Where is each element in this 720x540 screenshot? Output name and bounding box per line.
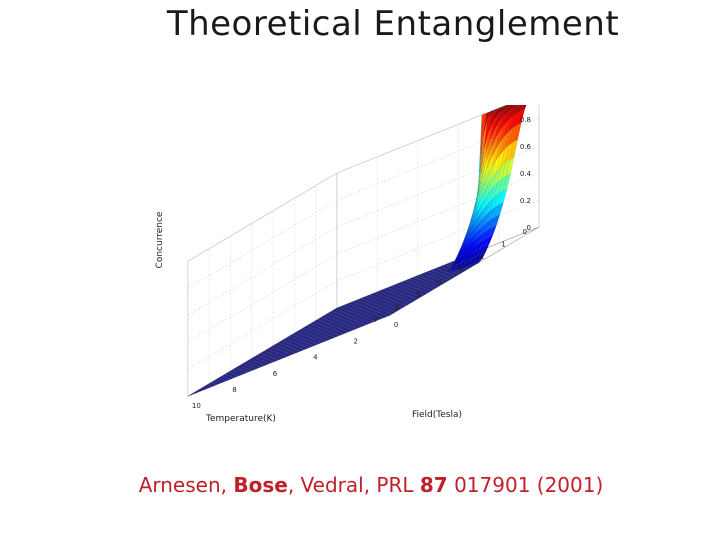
z-tick-label: 0.6 bbox=[520, 143, 532, 151]
y-tick-label: 0 bbox=[394, 321, 398, 329]
surface-patch bbox=[187, 392, 196, 397]
grid-line bbox=[187, 118, 540, 289]
z-tick-label: 0.4 bbox=[520, 170, 532, 178]
x-axis-label: Temperature(K) bbox=[205, 414, 276, 424]
x-tick-label: 7 bbox=[373, 316, 377, 324]
z-tick-label: 0 bbox=[527, 224, 531, 232]
z-axis-label: Concurrence bbox=[155, 211, 165, 268]
x-tick-label: 3 bbox=[459, 266, 463, 274]
x-tick-label: 2 bbox=[480, 253, 484, 261]
grid-line bbox=[187, 145, 540, 316]
surface-plot-svg: 00.20.40.60.81012345670246810 Concurrenc… bbox=[155, 89, 540, 424]
citation-authors-start: Arnesen, bbox=[138, 473, 234, 497]
z-tick-label: 0.8 bbox=[520, 116, 531, 124]
y-tick-label: 10 bbox=[192, 402, 201, 410]
citation-article: 017901 (2001) bbox=[447, 473, 604, 497]
citation: Arnesen, Bose, Vedral, PRL 87 017901 (20… bbox=[0, 473, 720, 497]
citation-volume: 87 bbox=[419, 473, 448, 497]
y-axis-label: Field(Tesla) bbox=[412, 410, 462, 420]
y-tick-label: 8 bbox=[232, 386, 236, 394]
surface-mesh bbox=[187, 91, 540, 397]
grid-line bbox=[187, 172, 540, 343]
grid-line bbox=[187, 91, 540, 262]
z-tick-label: 0.2 bbox=[520, 197, 531, 205]
x-tick-label: 5 bbox=[416, 291, 420, 299]
grid-line bbox=[187, 199, 540, 370]
slide-title: Theoretical Entanglement bbox=[166, 4, 620, 44]
x-tick-label: 6 bbox=[395, 304, 400, 312]
y-tick-label: 4 bbox=[313, 354, 318, 362]
x-tick-label: 1 bbox=[501, 241, 505, 249]
surface-plot: 00.20.40.60.81012345670246810 Concurrenc… bbox=[140, 89, 580, 435]
y-tick-label: 6 bbox=[273, 370, 278, 378]
x-tick-label: 0 bbox=[523, 228, 527, 236]
x-tick-label: 4 bbox=[437, 278, 442, 286]
y-tick-label: 2 bbox=[354, 337, 358, 345]
citation-journal: , Vedral, PRL bbox=[287, 473, 420, 497]
citation-author-bose: Bose bbox=[233, 473, 288, 497]
